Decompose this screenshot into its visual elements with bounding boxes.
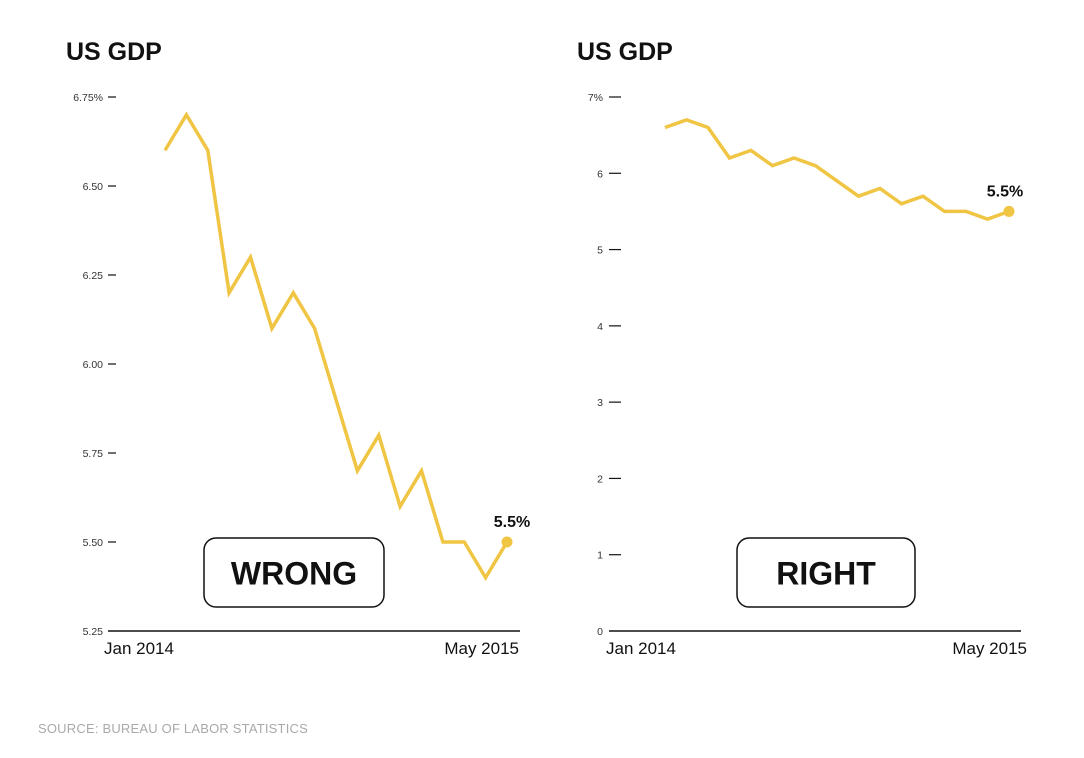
y-tick-label: 7% (588, 92, 603, 104)
y-tick-label: 5.50 (83, 537, 104, 549)
end-value-label: 5.5% (987, 183, 1023, 200)
end-point-marker (1003, 205, 1015, 217)
y-tick-label: 5 (597, 245, 603, 257)
y-tick-label: 0 (597, 626, 603, 638)
source-note: SOURCE: BUREAU OF LABOR STATISTICS (38, 721, 308, 736)
y-tick-label: 6.25 (83, 270, 104, 282)
y-tick-label: 5.25 (83, 626, 104, 638)
end-point-marker (501, 536, 513, 548)
y-tick-label: 6 (597, 168, 603, 180)
chart-title: US GDP (66, 38, 162, 66)
y-tick-label: 2 (597, 473, 603, 485)
verdict-badge (203, 537, 385, 608)
x-end-label: May 2015 (952, 639, 1027, 658)
y-tick-label: 6.00 (83, 359, 104, 371)
end-value-label: 5.5% (494, 514, 530, 531)
y-tick-label: 4 (597, 321, 603, 333)
x-end-label: May 2015 (444, 639, 519, 658)
y-tick-label: 1 (597, 550, 603, 562)
verdict-label: RIGHT (776, 556, 876, 592)
x-start-label: Jan 2014 (606, 639, 676, 658)
y-tick-label: 5.75 (83, 448, 104, 460)
chart-title: US GDP (577, 38, 673, 66)
y-tick-label: 6.75% (73, 92, 103, 104)
x-start-label: Jan 2014 (104, 639, 174, 658)
series-line (664, 118, 1010, 221)
y-tick-label: 3 (597, 397, 603, 409)
series-line (163, 111, 509, 582)
verdict-badge (736, 537, 916, 608)
verdict-label: WRONG (231, 556, 357, 592)
y-tick-label: 6.50 (83, 181, 104, 193)
